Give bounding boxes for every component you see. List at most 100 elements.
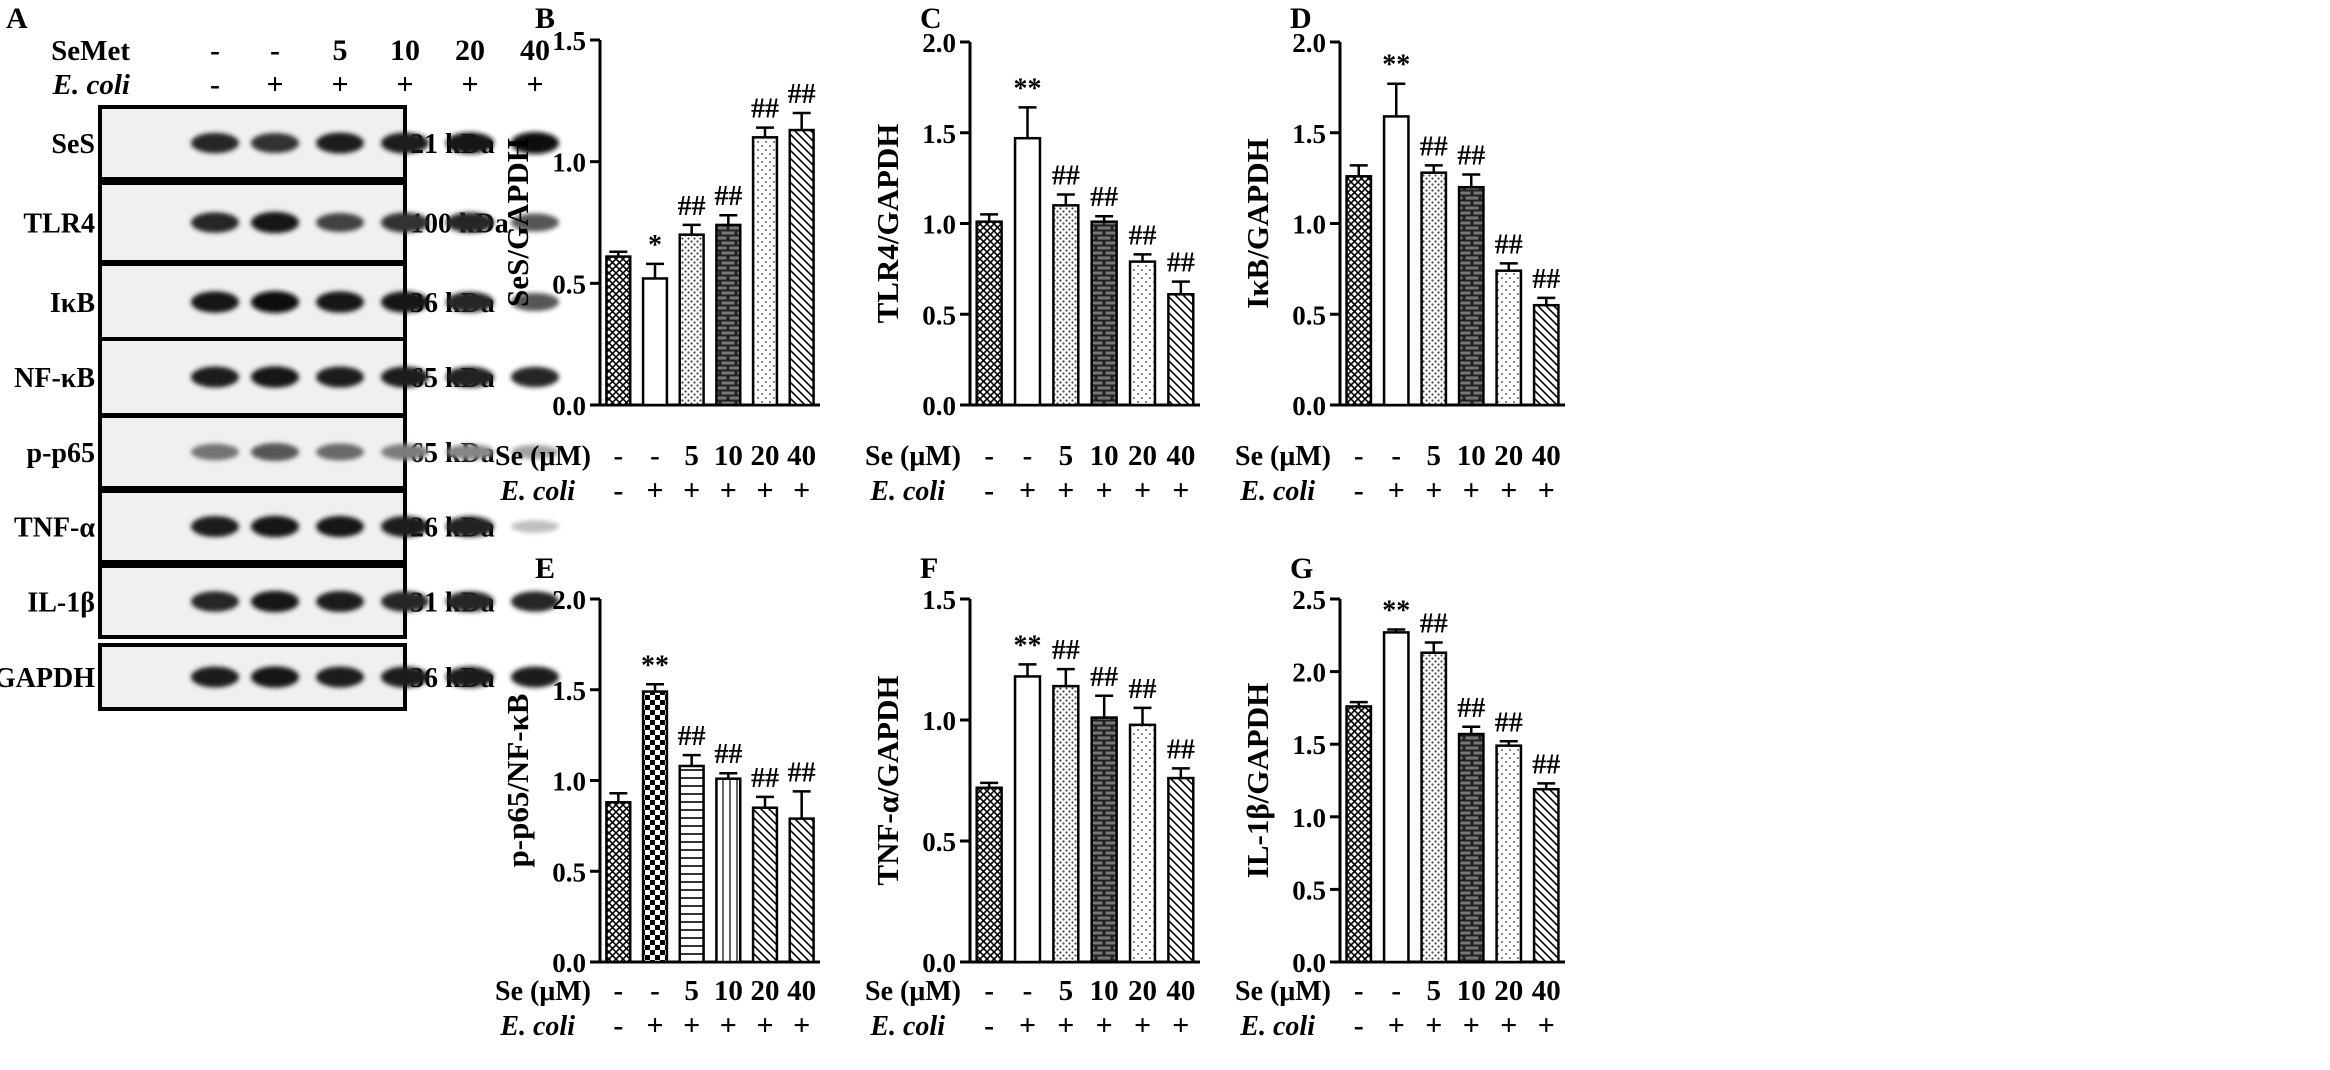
y-tick-label: 0.5: [922, 827, 956, 857]
blot-header-value: 40: [520, 34, 550, 67]
bar: [605, 255, 632, 407]
blot-band: [446, 591, 494, 612]
x-row2-label: +: [1019, 474, 1036, 507]
x-row2-label: +: [683, 474, 700, 507]
y-tick-label: 1.5: [1292, 119, 1326, 149]
blot-band: [446, 132, 494, 154]
x-tick-label: -: [650, 440, 660, 472]
significance-mark: ##: [714, 181, 742, 212]
y-tick-label: 1.0: [552, 767, 586, 797]
blot-band: [316, 591, 364, 612]
x-tick-label: 40: [787, 440, 816, 472]
bar: [788, 128, 815, 407]
blot-row: p-p6565 kDa: [27, 414, 559, 490]
x-row2-label: +: [1463, 474, 1480, 507]
significance-mark: ##: [1129, 220, 1157, 251]
blot-band: [381, 132, 429, 154]
y-axis-label: TLR4/GAPDH: [870, 124, 905, 324]
blot-band: [251, 666, 299, 688]
x-tick-label: -: [1354, 975, 1364, 1007]
blot-band: [251, 366, 299, 388]
x-row2-label: +: [1134, 1009, 1151, 1042]
x-tick-label: -: [1391, 975, 1401, 1007]
significance-mark: ##: [1090, 662, 1118, 693]
bar: [1495, 269, 1523, 407]
blot-band: [316, 213, 364, 232]
x-tick-label: -: [984, 975, 994, 1007]
x-row1-title: Se (μM): [1235, 441, 1331, 472]
y-tick-label: 0.0: [922, 948, 956, 978]
bar: [641, 690, 669, 964]
x-tick-label: 10: [1457, 440, 1486, 472]
x-row2-label: +: [1538, 474, 1555, 507]
significance-mark: ##: [1495, 707, 1523, 738]
y-tick-label: 0.5: [922, 300, 956, 330]
x-row2-label: +: [1057, 1009, 1074, 1042]
blot-band: [511, 520, 559, 533]
y-tick-label: 2.0: [922, 28, 956, 58]
y-axis-label: p-p65/NF-κB: [500, 694, 535, 868]
blot-band: [381, 666, 429, 688]
bar: [1532, 787, 1560, 964]
blot-band: [381, 591, 429, 612]
x-row2-label: +: [1096, 1009, 1113, 1042]
bar: [678, 233, 705, 407]
y-tick-label: 1.5: [552, 26, 586, 56]
blot-header-value: 20: [455, 34, 485, 67]
x-row2-label: -: [1354, 474, 1364, 507]
blot-band: [511, 445, 559, 459]
blot-header-value: +: [526, 68, 543, 101]
x-tick-label: 5: [1059, 440, 1074, 472]
bar: [1345, 705, 1373, 964]
blot-header-value: +: [266, 68, 283, 101]
blot-header-value: 5: [333, 34, 348, 67]
bar: [1013, 136, 1042, 407]
blot-band: [251, 211, 299, 234]
significance-mark: ##: [1052, 160, 1080, 191]
significance-mark: *: [648, 230, 662, 261]
y-tick-label: 0.0: [552, 391, 586, 421]
bar: [1090, 716, 1118, 964]
bar: [751, 136, 779, 407]
x-tick-label: 40: [1532, 440, 1561, 472]
blot-band: [191, 212, 239, 233]
significance-mark: **: [1014, 630, 1042, 661]
y-tick-label: 2.5: [1292, 585, 1326, 615]
x-tick-label: -: [613, 440, 623, 472]
blot-band: [191, 666, 239, 688]
y-tick-label: 0.5: [552, 857, 586, 887]
bar: [1457, 185, 1485, 407]
y-axis-label: SeS/GAPDH: [500, 138, 535, 307]
x-tick-label: 5: [1059, 975, 1074, 1007]
y-axis-label: IL-1β/GAPDH: [1240, 683, 1275, 878]
x-row1-title: Se (μM): [865, 441, 961, 472]
x-tick-label: 5: [684, 975, 699, 1007]
bar: [678, 764, 705, 964]
blot-band: [381, 291, 429, 313]
blot-band: [446, 291, 494, 313]
y-tick-label: 1.5: [922, 119, 956, 149]
y-tick-label: 1.0: [552, 148, 586, 178]
x-row2-title: E. coli: [499, 1011, 575, 1042]
blot-header-value: -: [270, 34, 280, 67]
panel-letter: F: [920, 552, 938, 585]
significance-mark: ##: [1167, 734, 1195, 765]
bar: [1495, 744, 1523, 964]
blot-band: [191, 443, 239, 461]
bar: [1128, 260, 1157, 407]
blot-row: IL-1β31 kDa: [27, 564, 559, 639]
x-tick-label: -: [984, 440, 994, 472]
x-tick-label: -: [1354, 440, 1364, 472]
blot-band: [251, 443, 299, 461]
x-tick-label: 40: [787, 975, 816, 1007]
significance-mark: ##: [1090, 182, 1118, 213]
bar: [1532, 303, 1560, 407]
chart-panel-c: C0.00.51.01.52.0TLR4/GAPDH--**-+##5+##10…: [865, 2, 1200, 507]
blot-band: [191, 366, 239, 388]
significance-mark: ##: [788, 757, 816, 788]
bar: [1090, 220, 1118, 407]
significance-mark: ##: [1457, 140, 1485, 171]
significance-mark: ##: [678, 191, 706, 222]
blot-band: [251, 133, 299, 153]
significance-mark: ##: [678, 721, 706, 752]
